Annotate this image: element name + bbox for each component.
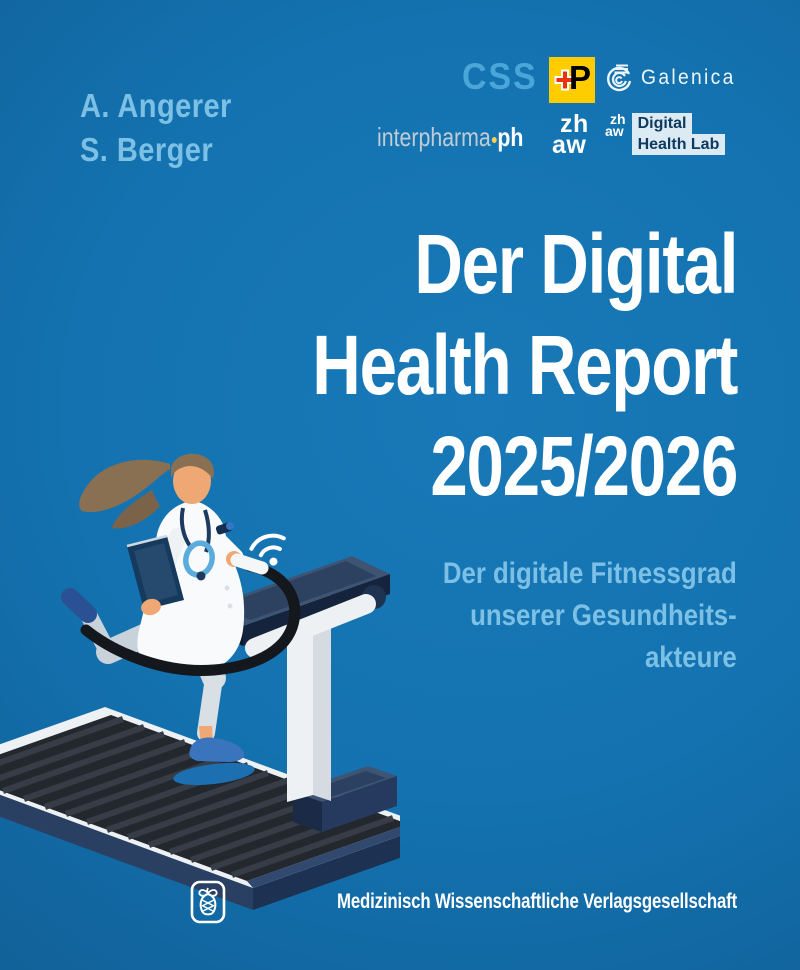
subtitle-line-1: Der digitale Fitnessgrad xyxy=(443,557,737,590)
back-shoe xyxy=(61,588,97,623)
digital-health-lab-tags: Digital Health Lab xyxy=(631,113,726,155)
book-title: Der Digital Health Report 2025/2026 xyxy=(312,214,738,517)
galenica-logo: Galenica xyxy=(604,62,744,94)
title-line-1: Der Digital xyxy=(414,217,738,311)
treadmill-handrail xyxy=(80,551,301,677)
galenica-spiral-icon xyxy=(606,64,632,92)
dhl-tag-line2: Health Lab xyxy=(631,134,726,155)
doctor-figure xyxy=(61,453,255,786)
zhaw-logo-bottom: aw xyxy=(552,131,587,159)
zhaw-small-logo: zh aw xyxy=(605,111,626,139)
console-handle-bar xyxy=(245,594,376,658)
author-2: S. Berger xyxy=(80,131,214,168)
foot-shadow xyxy=(173,762,255,786)
zhaw-logo: zh aw xyxy=(552,110,589,159)
swiss-cross-icon xyxy=(554,69,576,91)
swiss-post-logo: P xyxy=(549,57,595,103)
publisher-name: Medizinisch Wissenschaftliche Verlagsges… xyxy=(336,890,737,913)
hair-lock-back xyxy=(79,459,170,513)
subtitle-line-3: akteure xyxy=(645,641,737,674)
treadmill-doctor-illustration xyxy=(0,453,400,910)
css-logo: CSS xyxy=(462,56,538,98)
treadmill-console xyxy=(205,556,390,658)
title-line-3: 2025/2026 xyxy=(430,419,738,513)
interpharma-logo: interpharma ph xyxy=(377,122,523,153)
subtitle-line-2: unserer Gesundheits- xyxy=(470,599,737,632)
zhaw-digital-health-lab-logo: zh aw Digital Health Lab xyxy=(605,111,726,155)
doctor-head xyxy=(173,458,211,504)
author-1: A. Angerer xyxy=(80,87,232,124)
mwv-hops-icon xyxy=(190,880,226,924)
front-shoe xyxy=(189,737,245,762)
interpharma-logo-text: interpharma xyxy=(377,122,491,152)
author-names: A. Angerer S. Berger xyxy=(80,84,232,172)
zhaw-small-bottom: aw xyxy=(605,123,624,139)
interpharma-logo-suffix: ph xyxy=(497,122,524,152)
interpharma-dot-icon xyxy=(491,137,497,143)
galenica-logo-text: Galenica xyxy=(641,66,736,89)
dhl-tag-line1: Digital xyxy=(631,113,693,134)
hair-top xyxy=(171,453,214,479)
zhaw-small-top: zh xyxy=(610,111,626,127)
handrail-grip xyxy=(230,553,269,575)
publisher: Medizinisch Wissenschaftliche Verlagsges… xyxy=(190,880,737,924)
post-logo-letter: P xyxy=(569,59,592,96)
stethoscope xyxy=(179,507,234,581)
css-logo-text: CSS xyxy=(462,56,538,97)
title-line-2: Health Report xyxy=(312,318,738,412)
book-subtitle: Der digitale Fitnessgrad unserer Gesundh… xyxy=(443,553,737,679)
zhaw-logo-top: zh xyxy=(560,110,589,138)
wifi-icon xyxy=(249,533,286,566)
